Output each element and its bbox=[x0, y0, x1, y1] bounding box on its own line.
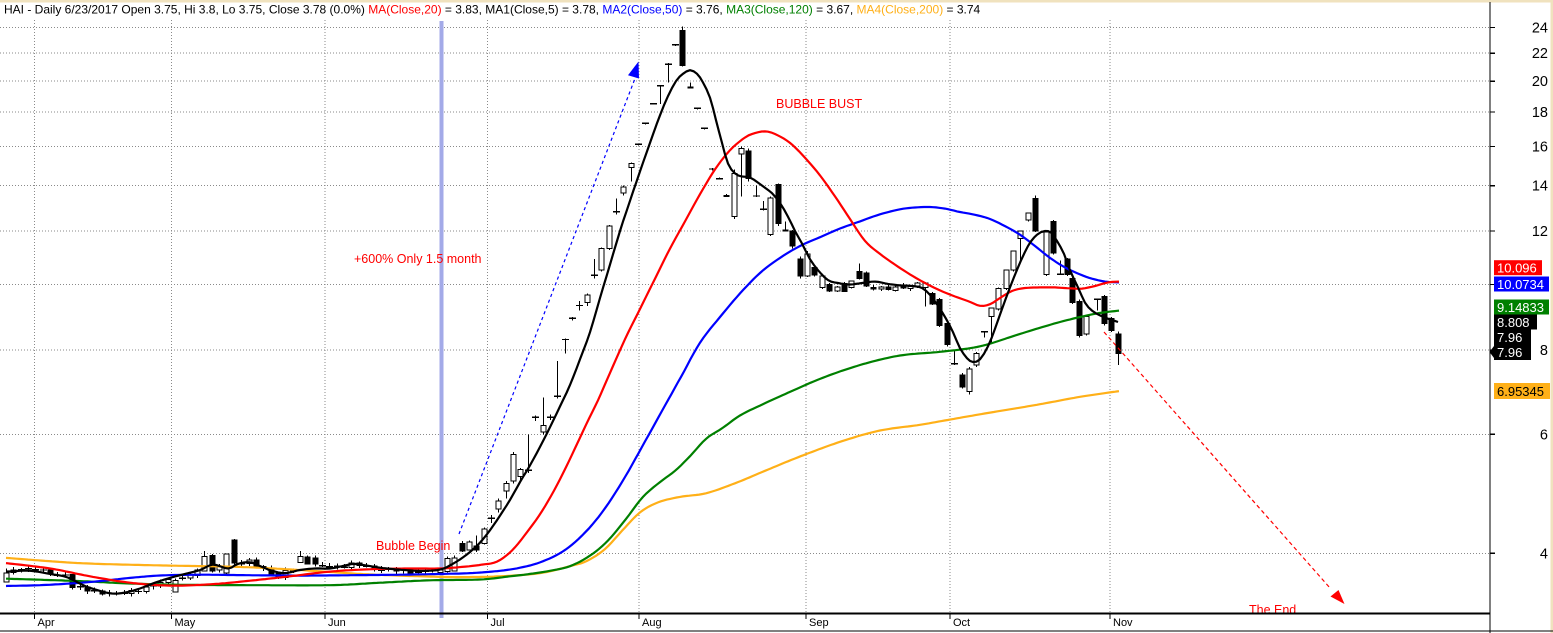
svg-text:Jun: Jun bbox=[328, 617, 346, 629]
svg-text:6: 6 bbox=[1540, 427, 1548, 443]
svg-text:Nov: Nov bbox=[1113, 617, 1133, 629]
svg-text:14: 14 bbox=[1532, 179, 1548, 195]
svg-text:HAI - Daily 6/23/2017 Open 3.7: HAI - Daily 6/23/2017 Open 3.75, Hi 3.8,… bbox=[4, 2, 981, 16]
svg-text:Sep: Sep bbox=[809, 617, 829, 629]
svg-text:4: 4 bbox=[1540, 546, 1548, 562]
svg-text:Jul: Jul bbox=[491, 617, 505, 629]
svg-text:8.808: 8.808 bbox=[1497, 315, 1530, 330]
svg-text:9.14833: 9.14833 bbox=[1497, 300, 1544, 315]
svg-text:Aug: Aug bbox=[642, 617, 662, 629]
svg-text:16: 16 bbox=[1532, 140, 1548, 156]
svg-text:12: 12 bbox=[1532, 224, 1548, 240]
svg-text:May: May bbox=[175, 617, 196, 629]
svg-text:The End: The End bbox=[1249, 603, 1296, 617]
svg-text:18: 18 bbox=[1532, 105, 1548, 121]
svg-text:10.096: 10.096 bbox=[1497, 261, 1537, 276]
svg-text:6.95345: 6.95345 bbox=[1497, 384, 1544, 399]
svg-text:+600% Only 1.5 month: +600% Only 1.5 month bbox=[354, 252, 482, 266]
svg-text:8: 8 bbox=[1540, 343, 1548, 359]
svg-text:Bubble Begin: Bubble Begin bbox=[376, 539, 450, 553]
svg-text:24: 24 bbox=[1532, 21, 1548, 37]
svg-text:Apr: Apr bbox=[38, 617, 55, 629]
svg-text:10.0734: 10.0734 bbox=[1497, 277, 1544, 292]
svg-text:7.96: 7.96 bbox=[1497, 330, 1522, 345]
svg-text:Oct: Oct bbox=[953, 617, 970, 629]
svg-text:BUBBLE BUST: BUBBLE BUST bbox=[776, 97, 863, 111]
svg-text:7.96: 7.96 bbox=[1497, 345, 1522, 360]
svg-text:20: 20 bbox=[1532, 74, 1548, 90]
svg-text:22: 22 bbox=[1532, 46, 1548, 62]
